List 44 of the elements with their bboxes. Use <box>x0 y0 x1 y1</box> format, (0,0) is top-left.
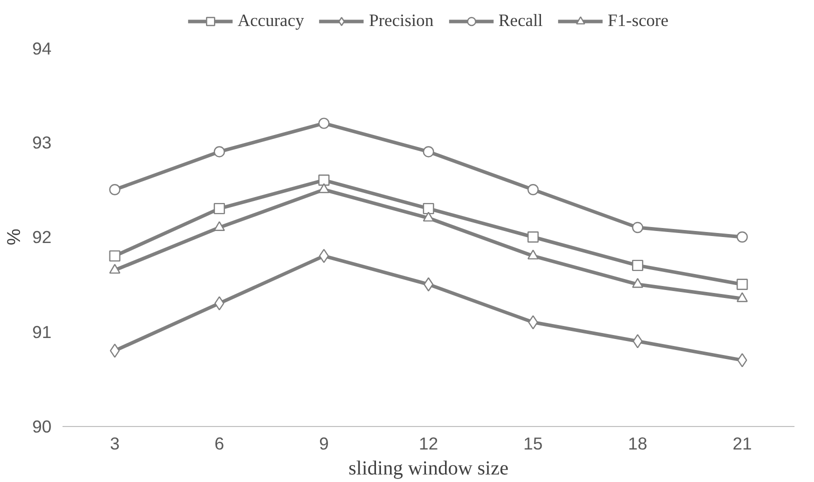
legend-label: F1-score <box>608 11 668 31</box>
point <box>110 344 120 358</box>
point <box>318 248 329 264</box>
x-tick-label: 12 <box>418 434 438 454</box>
point <box>422 146 434 158</box>
point <box>109 184 120 196</box>
point <box>736 278 748 290</box>
y-tick-label: 90 <box>32 416 52 436</box>
point <box>632 334 643 348</box>
point <box>527 184 539 196</box>
point <box>632 260 644 272</box>
y-axis-title: % <box>3 228 24 246</box>
point <box>318 118 330 129</box>
point <box>109 264 120 274</box>
x-tick-label: 3 <box>110 434 120 454</box>
y-tick-label: 91 <box>32 322 52 342</box>
x-tick-label: 15 <box>523 434 543 454</box>
point <box>632 222 644 234</box>
point <box>527 231 539 243</box>
point <box>736 292 748 302</box>
point <box>527 250 539 260</box>
y-tick-label: 92 <box>32 227 52 247</box>
point <box>214 146 225 158</box>
legend-label: Accuracy <box>238 11 304 31</box>
point <box>632 278 644 288</box>
point <box>736 231 748 243</box>
point <box>318 174 330 186</box>
point <box>528 315 538 330</box>
point <box>214 296 224 310</box>
x-tick-label: 6 <box>214 434 224 454</box>
x-tick-label: 9 <box>319 434 329 454</box>
point <box>214 202 225 214</box>
point <box>737 353 748 368</box>
point <box>318 183 330 194</box>
x-axis-title: sliding window size <box>348 458 509 480</box>
x-tick-label: 21 <box>732 434 752 454</box>
legend-label: Precision <box>368 11 434 31</box>
legend-label: Recall <box>498 11 543 31</box>
point <box>109 250 120 262</box>
point <box>214 221 225 232</box>
y-tick-label: 93 <box>32 132 52 152</box>
point <box>422 202 434 214</box>
y-tick-label: 94 <box>32 38 52 58</box>
x-tick-label: 18 <box>628 434 648 454</box>
